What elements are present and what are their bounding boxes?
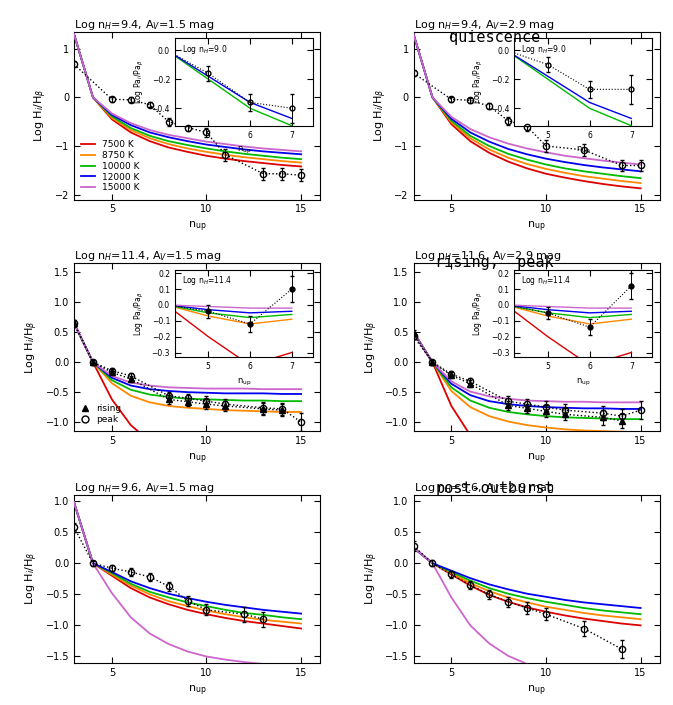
Y-axis label: Log H$_i$/H$_\beta$: Log H$_i$/H$_\beta$	[24, 552, 40, 606]
Y-axis label: Log H$_i$/H$_\beta$: Log H$_i$/H$_\beta$	[363, 552, 380, 606]
Text: Log n$_H$=9.6, A$_V$=2.9 mag: Log n$_H$=9.6, A$_V$=2.9 mag	[413, 481, 554, 495]
Y-axis label: Log H$_i$/H$_\beta$: Log H$_i$/H$_\beta$	[33, 89, 49, 142]
X-axis label: n$_{\rm up}$: n$_{\rm up}$	[188, 683, 207, 697]
Text: Log n$_H$=9.4, A$_V$=2.9 mag: Log n$_H$=9.4, A$_V$=2.9 mag	[413, 18, 554, 32]
Text: Log n$_H$=11.4, A$_V$=1.5 mag: Log n$_H$=11.4, A$_V$=1.5 mag	[74, 250, 222, 263]
X-axis label: n$_{\rm up}$: n$_{\rm up}$	[527, 683, 546, 697]
Y-axis label: Log H$_i$/H$_\beta$: Log H$_i$/H$_\beta$	[372, 89, 389, 142]
Legend: rising, peak: rising, peak	[79, 401, 124, 427]
Text: post-outburst: post-outburst	[435, 481, 554, 496]
X-axis label: n$_{\rm up}$: n$_{\rm up}$	[188, 220, 207, 234]
Text: Log n$_H$=9.6, A$_V$=1.5 mag: Log n$_H$=9.6, A$_V$=1.5 mag	[74, 481, 215, 495]
Legend: 7500 K, 8750 K, 10000 K, 12000 K, 15000 K: 7500 K, 8750 K, 10000 K, 12000 K, 15000 …	[79, 137, 142, 195]
Text: rising,  peak: rising, peak	[435, 255, 554, 270]
Text: quiescence: quiescence	[449, 30, 540, 44]
Y-axis label: Log H$_i$/H$_\beta$: Log H$_i$/H$_\beta$	[24, 321, 40, 374]
X-axis label: n$_{\rm up}$: n$_{\rm up}$	[188, 451, 207, 466]
Text: Log n$_H$=9.4, A$_V$=1.5 mag: Log n$_H$=9.4, A$_V$=1.5 mag	[74, 18, 215, 32]
Text: Log n$_H$=11.6, A$_V$=2.9 mag: Log n$_H$=11.6, A$_V$=2.9 mag	[413, 250, 561, 263]
X-axis label: n$_{\rm up}$: n$_{\rm up}$	[527, 220, 546, 234]
Y-axis label: Log H$_i$/H$_\beta$: Log H$_i$/H$_\beta$	[363, 321, 380, 374]
X-axis label: n$_{\rm up}$: n$_{\rm up}$	[527, 451, 546, 466]
